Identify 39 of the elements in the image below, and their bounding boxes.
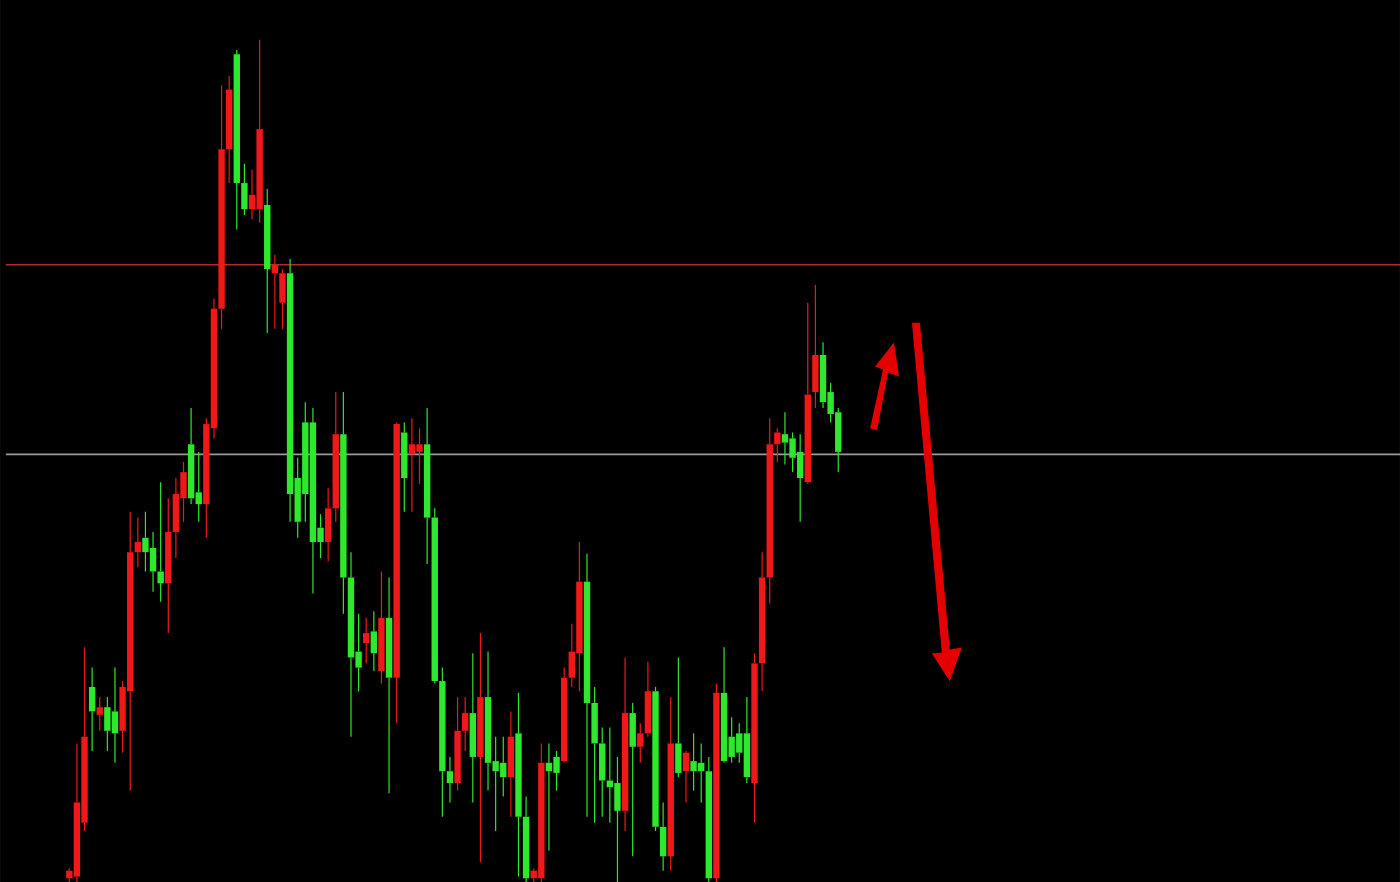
candlestick: [781, 411, 789, 465]
candlestick: [500, 735, 507, 797]
candlestick: [157, 481, 164, 603]
candlestick: [127, 510, 134, 791]
candlestick: [431, 507, 438, 684]
candlestick: [423, 407, 431, 565]
candlestick: [743, 696, 751, 784]
candlestick: [477, 632, 484, 863]
candlestick: [583, 553, 591, 818]
candlestick: [621, 656, 629, 832]
candlestick: [766, 417, 773, 604]
candlestick: [340, 391, 347, 615]
candlestick: [576, 541, 583, 692]
candlestick: [142, 510, 149, 572]
candlestick: [644, 660, 652, 738]
candlestick: [172, 477, 180, 559]
candlestick: [111, 666, 119, 764]
candlestick: [469, 652, 476, 803]
candlestick: [614, 756, 621, 882]
candlestick: [149, 531, 157, 593]
candlestick: [720, 646, 728, 764]
candlestick: [408, 417, 416, 513]
candlestick: [682, 750, 690, 803]
candlestick: [324, 487, 332, 562]
candlestick: [187, 407, 195, 505]
candlestick: [286, 258, 294, 523]
candlestick: [690, 732, 697, 791]
candlestick: [538, 742, 545, 882]
candlestick: [515, 692, 522, 877]
candlestick: [88, 666, 96, 752]
candlestick: [218, 84, 225, 330]
candlestick: [819, 341, 827, 409]
candlestick: [484, 650, 492, 791]
candlestick: [385, 576, 393, 794]
candlestick: [804, 301, 811, 485]
candlestick: [393, 421, 400, 724]
candlestick: [309, 407, 317, 594]
candlestick: [507, 710, 515, 818]
candlestick: [165, 497, 172, 634]
